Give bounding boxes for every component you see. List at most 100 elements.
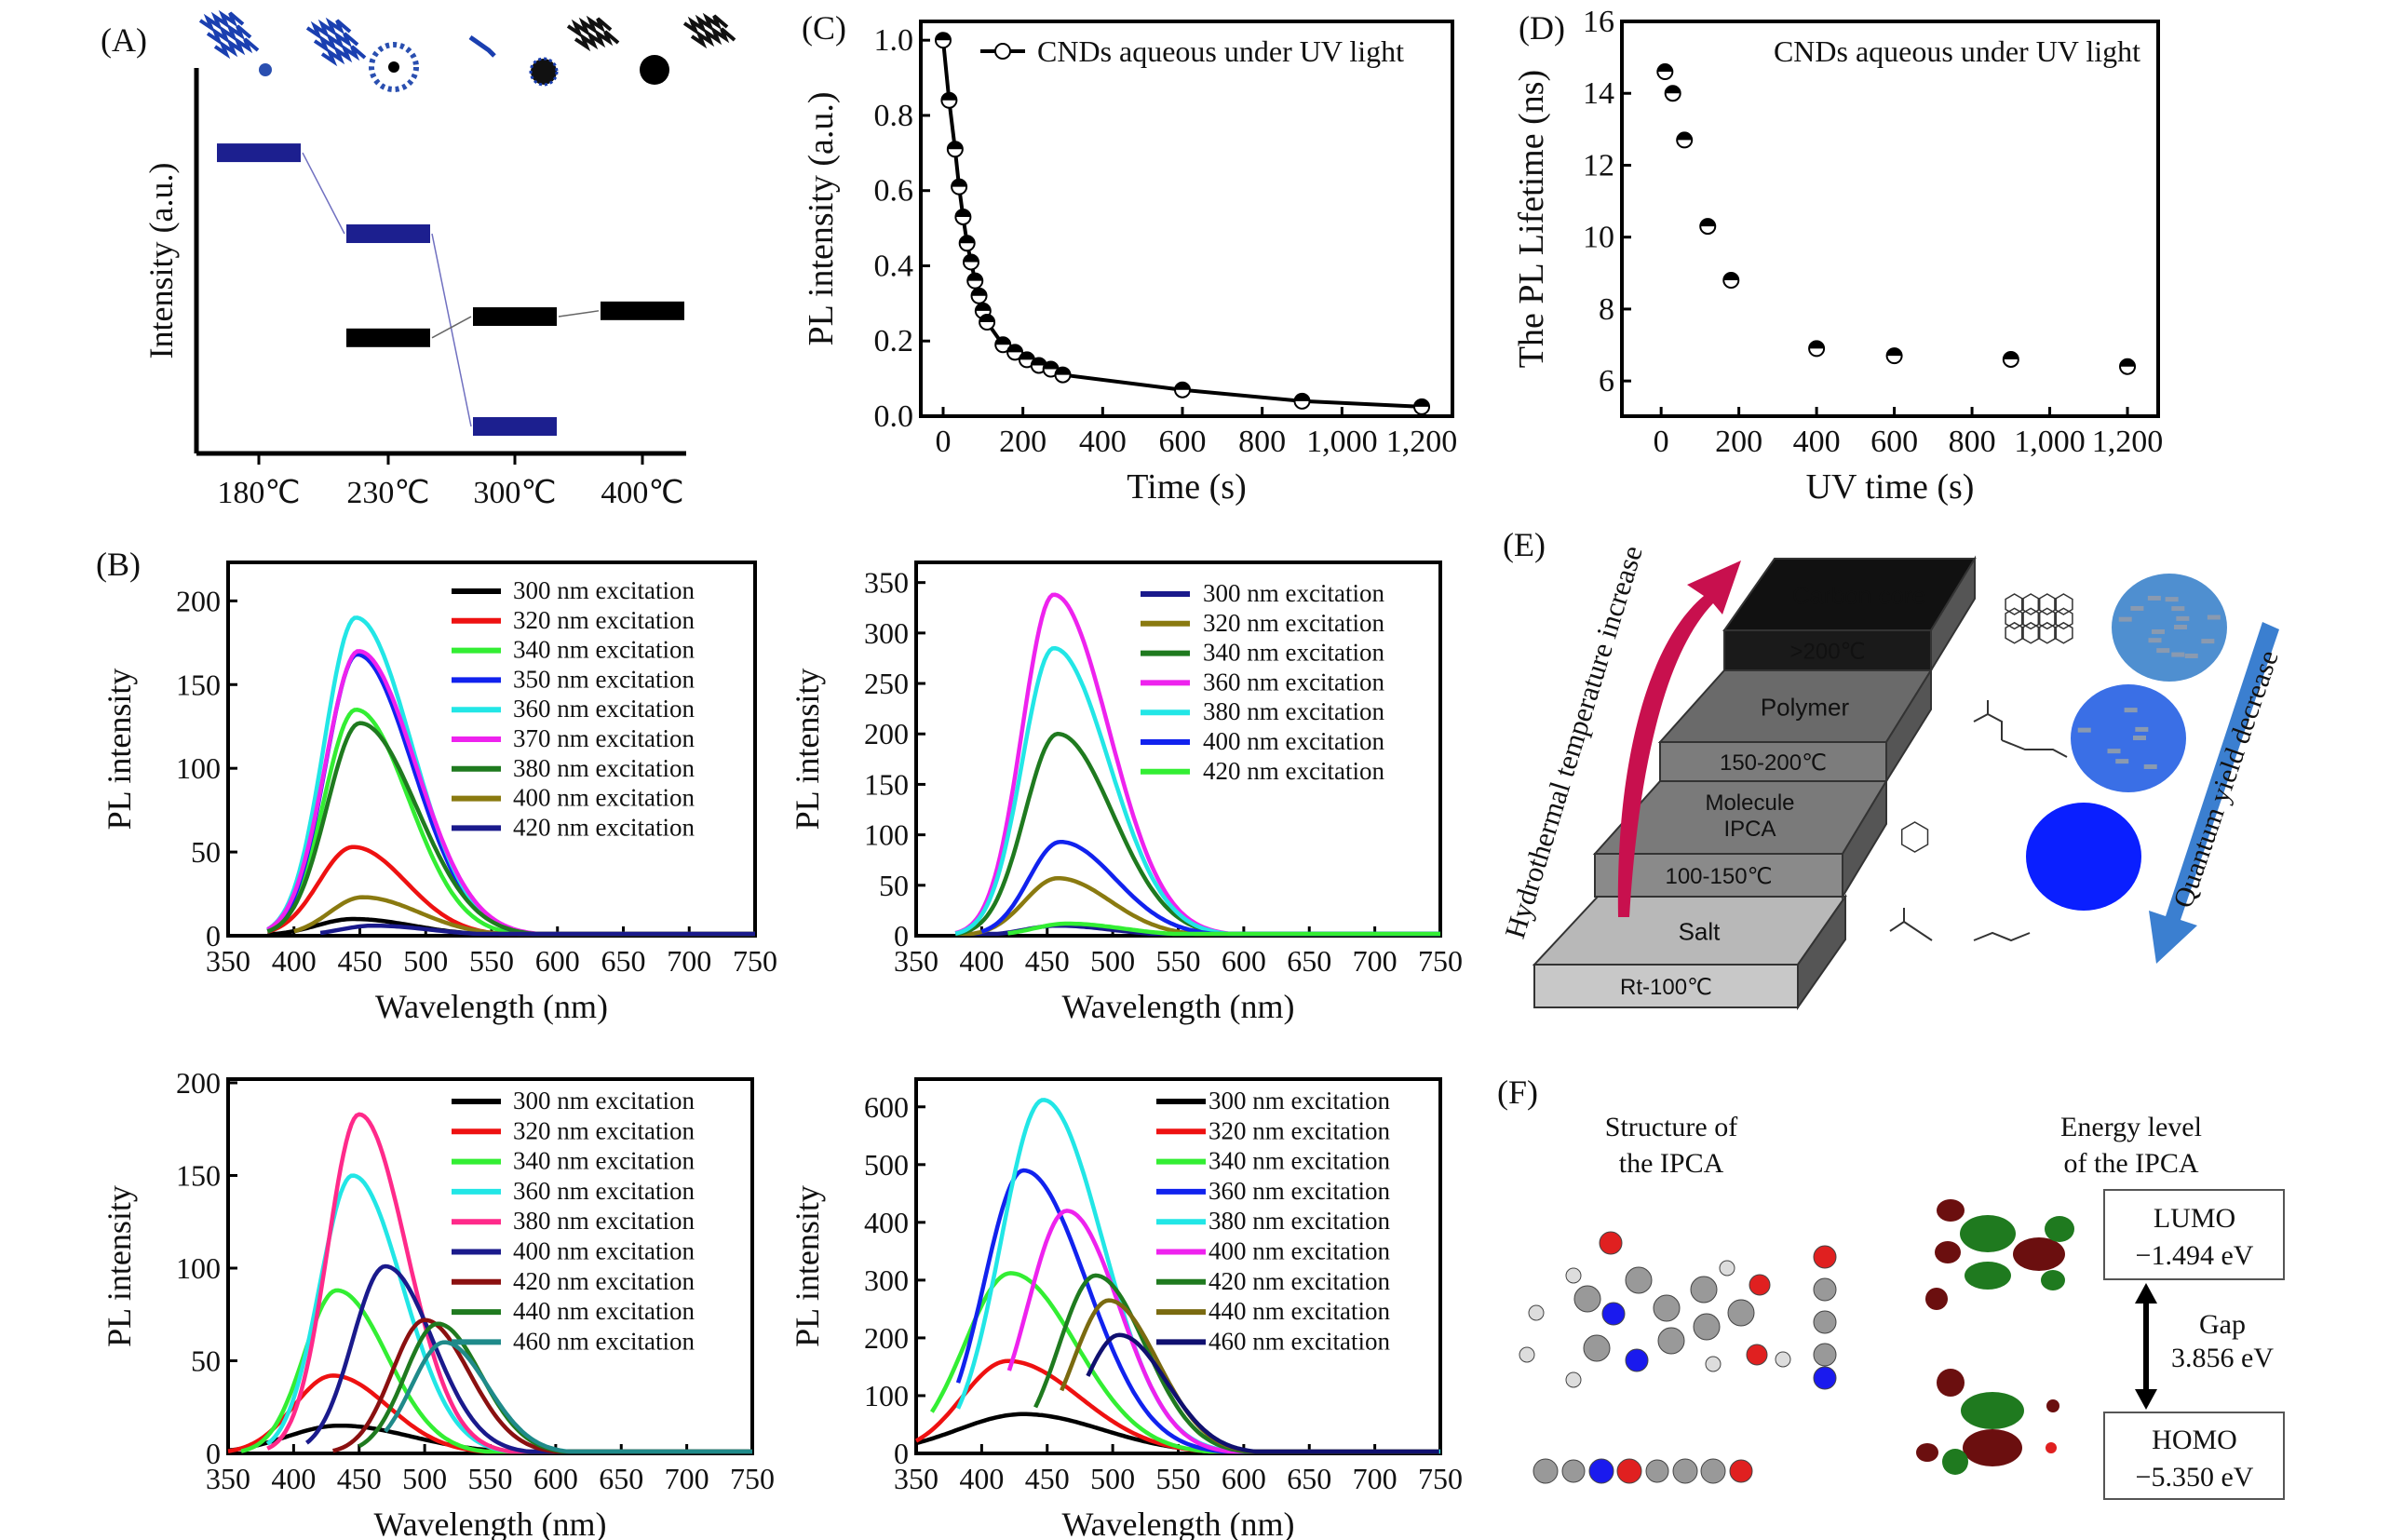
atom bbox=[1528, 1304, 1545, 1321]
particle-mark bbox=[2176, 615, 2190, 621]
step-name: Polymer bbox=[1761, 694, 1850, 722]
x-tick-label: 600 bbox=[1870, 425, 1918, 459]
data-point-fill bbox=[955, 209, 971, 217]
particle-mark bbox=[2130, 605, 2144, 611]
transition-arrow bbox=[431, 316, 472, 339]
y-tick-label: 10 bbox=[1583, 221, 1614, 255]
step-front bbox=[1533, 964, 1799, 1008]
legend-label: 380 nm excitation bbox=[1209, 1207, 1390, 1235]
x-axis-label: Wavelength (nm) bbox=[1061, 988, 1294, 1025]
y-axis-label: PL intensity (a.u.) bbox=[802, 92, 841, 346]
particle-mark bbox=[2165, 597, 2179, 602]
x-tick-label: 600 bbox=[1159, 425, 1207, 459]
x-tick-label: 600 bbox=[1222, 944, 1266, 978]
y-axis-label: Intensity (a.u.) bbox=[142, 163, 180, 359]
atom bbox=[1690, 1276, 1718, 1304]
fluorescence-circle bbox=[2071, 684, 2186, 792]
gap-label: Gap bbox=[2199, 1309, 2246, 1340]
y-tick-label: 250 bbox=[864, 667, 909, 700]
spectrum-line bbox=[293, 895, 755, 937]
x-tick-label: 0 bbox=[935, 425, 951, 459]
y-tick-label: 0 bbox=[206, 919, 221, 952]
legend-label: 320 nm excitation bbox=[1203, 609, 1384, 637]
particle-mark bbox=[2143, 763, 2157, 769]
atom bbox=[1625, 1266, 1653, 1294]
legend-label: 340 nm excitation bbox=[1209, 1147, 1390, 1175]
chart-C: 0 200 400 600 800 1,000 1,200 0.0 0.2 0.4 0.6 0.8 1.… bbox=[802, 20, 1457, 507]
y-tick-label: 0.8 bbox=[874, 99, 914, 133]
y-tick-label: 0.2 bbox=[874, 324, 914, 358]
x-axis-label: Wavelength (nm) bbox=[1061, 1506, 1294, 1540]
x-tick-label: 750 bbox=[1418, 944, 1463, 978]
data-point-fill bbox=[1723, 273, 1739, 281]
step-front bbox=[1659, 741, 1887, 782]
y-tick-label: 100 bbox=[864, 818, 909, 852]
particle-mark bbox=[2148, 638, 2162, 643]
data-point-fill bbox=[952, 179, 967, 187]
data-point-fill bbox=[1294, 393, 1310, 401]
legend-label: 350 nm excitation bbox=[513, 665, 695, 693]
orbital-lobe bbox=[1961, 1392, 2024, 1429]
orbital-lobe bbox=[2046, 1399, 2059, 1412]
data-point-fill bbox=[941, 92, 957, 101]
data-point-fill bbox=[1007, 344, 1023, 353]
x-tick-label: 400 bbox=[959, 944, 1004, 978]
step-front bbox=[1723, 629, 1932, 671]
lumo-box bbox=[2103, 1189, 2285, 1280]
atom bbox=[1583, 1334, 1611, 1362]
panel-label: (E) bbox=[1503, 526, 1546, 563]
lumo-value: −1.494 eV bbox=[2136, 1240, 2254, 1271]
particle-mark bbox=[2201, 639, 2215, 644]
step-name: Carbon core bbox=[1792, 582, 1925, 610]
x-tick-label: 400℃ bbox=[601, 476, 683, 510]
legend-label: 360 nm excitation bbox=[1209, 1177, 1390, 1205]
structure-icon bbox=[574, 28, 620, 52]
carbon-dot-icon bbox=[640, 55, 669, 85]
data-point-fill bbox=[1700, 219, 1716, 227]
spectrum-line bbox=[319, 923, 755, 937]
x-tick-label: 400 bbox=[1079, 425, 1127, 459]
y-tick-label: 12 bbox=[1583, 148, 1614, 182]
fragment-icon bbox=[259, 63, 272, 76]
x-tick-label: 180℃ bbox=[217, 476, 300, 510]
molecule-ring bbox=[1900, 821, 1929, 853]
y-tick-label: 0 bbox=[894, 1437, 909, 1470]
level-bar bbox=[346, 328, 430, 347]
particle-mark bbox=[2156, 648, 2170, 654]
molecule-ring bbox=[2054, 621, 2073, 644]
orbital-lobe bbox=[1963, 1429, 2022, 1466]
x-tick-label: 400 bbox=[272, 944, 317, 978]
x-tick-label: 400 bbox=[959, 1462, 1004, 1495]
orbital-lobe bbox=[2046, 1442, 2057, 1453]
atom bbox=[1705, 1356, 1722, 1372]
data-point-fill bbox=[967, 273, 983, 281]
data-point-fill bbox=[2120, 358, 2136, 367]
salt-structure bbox=[1889, 908, 2031, 942]
data-point-fill bbox=[1055, 367, 1071, 375]
x-tick-label: 450 bbox=[338, 944, 383, 978]
panel-label: (A) bbox=[101, 21, 147, 59]
x-tick-label: 750 bbox=[1418, 1462, 1463, 1495]
orbital-lobe bbox=[1937, 1369, 1965, 1397]
legend-label: 360 nm excitation bbox=[513, 695, 695, 723]
molecule-ring bbox=[2037, 621, 2058, 644]
particle-mark bbox=[2107, 749, 2121, 754]
atom bbox=[1645, 1459, 1669, 1483]
x-tick-label: 200 bbox=[1715, 425, 1762, 459]
legend-label: 420 nm excitation bbox=[513, 1267, 695, 1295]
homo-label: HOMO bbox=[2152, 1425, 2237, 1455]
x-tick-label: 550 bbox=[469, 944, 514, 978]
data-point-fill bbox=[963, 254, 979, 263]
plot-frame bbox=[1620, 20, 2160, 418]
transition-arrow bbox=[558, 310, 600, 317]
particle-mark bbox=[2124, 708, 2138, 713]
atom bbox=[1657, 1327, 1685, 1355]
x-tick-label: 500 bbox=[403, 944, 448, 978]
x-tick-label: 300℃ bbox=[473, 476, 556, 510]
particle-mark bbox=[2115, 759, 2129, 764]
structure-icon bbox=[682, 12, 729, 36]
step-name: Molecule bbox=[1705, 790, 1794, 816]
x-tick-label: 0 bbox=[1654, 425, 1669, 459]
data-point-fill bbox=[947, 142, 963, 150]
